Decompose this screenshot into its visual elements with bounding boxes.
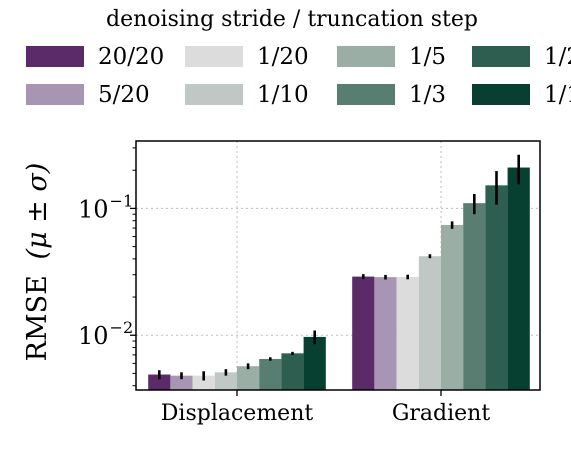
bar-5-20-gradient [374, 277, 397, 390]
legend-label: 1/20 [257, 44, 309, 70]
bar-1-3-gradient [463, 203, 486, 390]
legend-item-1-2: 1/2 [472, 44, 571, 70]
x-tick-label-gradient: Gradient [392, 401, 491, 426]
legend-swatch [472, 84, 530, 105]
bar-1-10-displacement [214, 372, 237, 390]
legend-item-1-5: 1/5 [337, 44, 446, 70]
y-axis-label-text: RMSE [22, 275, 53, 361]
bar-1-20-displacement [192, 375, 215, 390]
y-axis-label-symbol: (μ ± σ) [22, 163, 53, 260]
bar-1-1-displacement [303, 336, 326, 390]
y-tick-label-0: 10−2 [78, 318, 133, 350]
legend-item-1-10: 1/10 [185, 82, 309, 108]
legend-item-20-20: 20/20 [26, 44, 164, 70]
legend-swatch [26, 84, 84, 105]
legend-swatch [26, 46, 84, 67]
bar-1-10-gradient [418, 256, 441, 390]
legend-label: 20/20 [98, 44, 164, 70]
legend-title: denoising stride / truncation step [106, 7, 478, 32]
bar-1-1-gradient [507, 167, 530, 390]
legend-swatch [337, 84, 395, 105]
y-axis: RMSE (μ ± σ) 10−210−1 [22, 147, 136, 387]
legend-swatch [472, 46, 530, 67]
legend-swatch [185, 46, 243, 67]
legend: 20/20 5/20 1/20 1/10 1/5 1/3 1/2 1/1 [26, 44, 571, 108]
bar-1-20-gradient [396, 276, 419, 390]
bar-1-2-gradient [485, 185, 508, 390]
legend-swatch [337, 46, 395, 67]
x-tick-label-displacement: Displacement [161, 401, 314, 426]
legend-item-1-1: 1/1 [472, 82, 571, 108]
bar-20-20-gradient [352, 276, 375, 390]
plot-area [135, 140, 541, 391]
plot-frame [135, 140, 541, 391]
legend-item-1-20: 1/20 [185, 44, 309, 70]
legend-item-1-3: 1/3 [337, 82, 446, 108]
bar-20-20-displacement [148, 374, 171, 390]
y-tick-exponent: −1 [110, 191, 134, 210]
bar-1-5-displacement [237, 366, 260, 390]
x-axis: Displacement Gradient [161, 390, 491, 426]
legend-swatch [185, 84, 243, 105]
legend-label: 1/2 [544, 44, 571, 70]
legend-label: 1/5 [409, 44, 446, 70]
y-tick-label-1: 10−1 [78, 191, 133, 223]
bar-1-3-displacement [259, 358, 282, 390]
legend-label: 1/3 [409, 82, 446, 108]
bar-5-20-displacement [170, 375, 193, 390]
bar-1-5-gradient [441, 224, 464, 390]
y-tick-exponent: −2 [110, 318, 134, 337]
legend-label: 1/1 [544, 82, 571, 108]
legend-label: 1/10 [257, 82, 309, 108]
legend-label: 5/20 [98, 82, 150, 108]
bar-1-2-displacement [281, 353, 304, 390]
y-tick-base: 10 [78, 195, 109, 223]
y-axis-label: RMSE (μ ± σ) [22, 163, 53, 362]
y-tick-base: 10 [78, 322, 109, 350]
legend-item-5-20: 5/20 [26, 82, 150, 108]
